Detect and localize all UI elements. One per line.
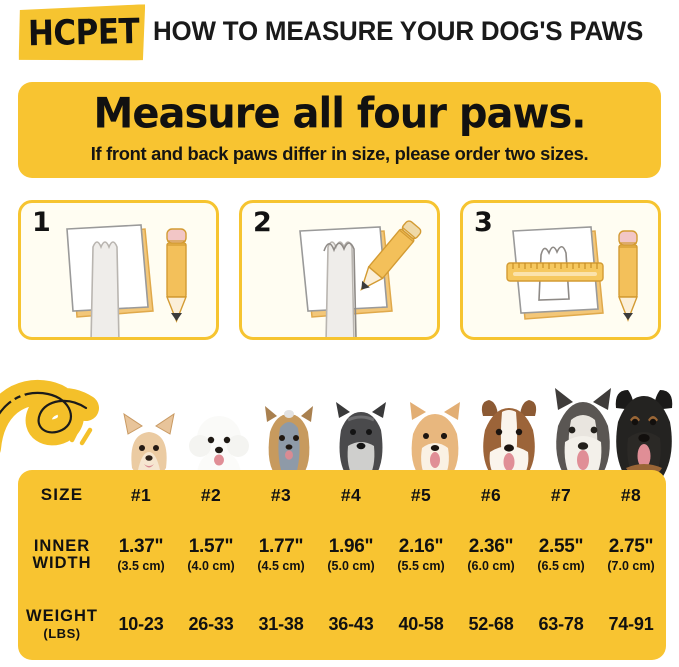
step-card-2: 2 — [239, 200, 440, 340]
weight-cell-6: 52-68 — [468, 614, 514, 635]
instruction-banner: Measure all four paws. If front and back… — [18, 82, 661, 178]
bichon-frise-photo — [187, 408, 251, 478]
weight-cell-7: 63-78 — [538, 614, 584, 635]
size-chart-panel: SIZE #1 #2 #3 #4 #5 #6 #7 #8 INNER WIDTH… — [18, 470, 666, 660]
inner-width-in-8: 2.75" — [608, 535, 654, 557]
row-label-inner-width-line1: INNER — [33, 537, 91, 556]
australian-shepherd-photo — [472, 390, 546, 478]
inner-width-cell-3: 1.77" (4.5 cm) — [246, 521, 316, 589]
inner-width-cm-8: (7.0 cm) — [607, 558, 655, 573]
inner-width-in-7: 2.55" — [538, 535, 584, 557]
step-number: 3 — [474, 207, 493, 238]
weight-cell-1: 10-23 — [118, 614, 164, 635]
step-number: 2 — [253, 207, 272, 238]
size-cell-6: #6 — [480, 484, 502, 505]
inner-width-cm-6: (6.0 cm) — [467, 558, 515, 573]
row-label-inner-width-line2: WIDTH — [32, 554, 92, 573]
paw-on-paper-with-pencil-icon — [66, 224, 188, 337]
inner-width-cm-4: (5.0 cm) — [327, 558, 375, 573]
table-row-inner-width: INNER WIDTH 1.37" (3.5 cm) 1.57" (4.0 cm… — [18, 521, 666, 589]
inner-width-cm-7: (6.5 cm) — [537, 558, 585, 573]
inner-width-in-6: 2.36" — [468, 535, 514, 557]
weight-cell-5: 40-58 — [398, 614, 444, 635]
size-cell-8: #8 — [620, 484, 642, 505]
inner-width-in-5: 2.16" — [398, 535, 444, 557]
size-cell-5: #5 — [410, 484, 432, 505]
weight-cell-3: 31-38 — [258, 614, 304, 635]
inner-width-cm-3: (4.5 cm) — [257, 558, 305, 573]
size-chart-table: SIZE #1 #2 #3 #4 #5 #6 #7 #8 INNER WIDTH… — [18, 470, 666, 660]
shiba-inu-photo — [400, 396, 470, 478]
inner-width-cm-2: (4.0 cm) — [187, 558, 235, 573]
inner-width-cell-1: 1.37" (3.5 cm) — [106, 521, 176, 589]
inner-width-in-2: 1.57" — [188, 535, 234, 557]
inner-width-cell-7: 2.55" (6.5 cm) — [526, 521, 596, 589]
page-title: HOW TO MEASURE YOUR DOG'S PAWS — [153, 16, 644, 46]
row-label-inner-width: INNER WIDTH — [18, 521, 106, 589]
husky-photo — [545, 386, 621, 478]
table-row-size: SIZE #1 #2 #3 #4 #5 #6 #7 #8 — [18, 470, 666, 521]
banner-subtext: If front and back paws differ in size, p… — [90, 143, 589, 164]
row-label-weight-line1: WEIGHT — [26, 607, 98, 626]
brand-logo-text: HCPET — [27, 11, 140, 55]
dog-photo-row — [0, 368, 679, 478]
size-cell-4: #4 — [340, 484, 362, 505]
inner-width-cell-5: 2.16" (5.5 cm) — [386, 521, 456, 589]
inner-width-cm-1: (3.5 cm) — [117, 558, 165, 573]
size-cell-3: #3 — [270, 484, 292, 505]
page-header: HCPET HOW TO MEASURE YOUR DOG'S PAWS — [0, 0, 679, 72]
inner-width-cell-4: 1.96" (5.0 cm) — [316, 521, 386, 589]
row-label-weight: WEIGHT (LBS) — [18, 589, 106, 660]
banner-headline: Measure all four paws. — [93, 90, 587, 138]
size-cell-2: #2 — [200, 484, 222, 505]
tracing-paw-with-pencil-icon — [299, 220, 422, 337]
table-row-weight: WEIGHT (LBS) 10-23 26-33 31-38 36-43 40-… — [18, 589, 666, 660]
measuring-outline-with-ruler-icon — [506, 226, 639, 322]
row-label-weight-line2: (LBS) — [43, 626, 81, 642]
inner-width-cm-5: (5.5 cm) — [397, 558, 445, 573]
inner-width-cell-2: 1.57" (4.0 cm) — [176, 521, 246, 589]
weight-cell-2: 26-33 — [188, 614, 234, 635]
yellow-swoosh-decoration — [0, 379, 99, 453]
step-card-3: 3 — [460, 200, 661, 340]
step-number: 1 — [32, 207, 51, 238]
chihuahua-photo — [118, 412, 180, 478]
size-cell-1: #1 — [130, 484, 152, 505]
inner-width-in-4: 1.96" — [328, 535, 374, 557]
inner-width-cell-8: 2.75" (7.0 cm) — [596, 521, 666, 589]
weight-cell-8: 74-91 — [608, 614, 654, 635]
inner-width-in-3: 1.77" — [258, 535, 304, 557]
weight-cell-4: 36-43 — [328, 614, 374, 635]
rottweiler-photo — [606, 380, 679, 478]
size-cell-7: #7 — [550, 484, 572, 505]
step-card-1: 1 — [18, 200, 219, 340]
inner-width-in-1: 1.37" — [118, 535, 164, 557]
row-label-size: SIZE — [40, 485, 84, 505]
schnauzer-photo — [328, 398, 394, 478]
inner-width-cell-6: 2.36" (6.0 cm) — [456, 521, 526, 589]
yorkshire-terrier-photo — [258, 402, 320, 478]
steps-row: 1 2 — [18, 200, 661, 343]
